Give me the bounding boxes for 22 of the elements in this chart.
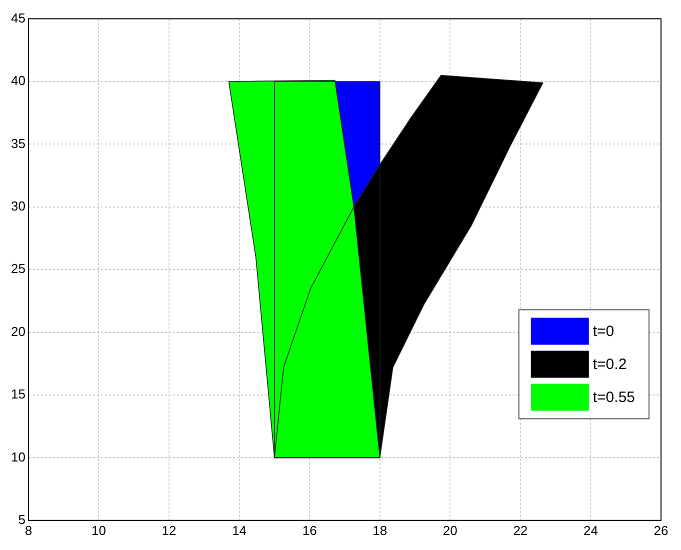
y-tick-label: 10: [10, 449, 26, 464]
y-tick-label: 35: [10, 136, 26, 151]
x-tick-label: 10: [92, 522, 106, 538]
x-tick-label: 16: [302, 522, 317, 538]
y-tick-label: 25: [10, 261, 26, 276]
y-tick-label: 30: [10, 198, 26, 214]
x-tick-label: 14: [232, 522, 247, 538]
x-tick-label: 12: [162, 522, 176, 538]
legend-label: t=0: [592, 322, 614, 340]
x-tick-label: 18: [372, 522, 388, 538]
y-tick-label: 5: [18, 512, 26, 527]
y-tick-label: 15: [10, 386, 26, 402]
y-tick-label: 45: [10, 10, 26, 26]
x-tick-label: 22: [513, 522, 528, 538]
y-tick-label: 40: [10, 73, 26, 88]
legend-label: t=0.2: [592, 356, 627, 373]
x-tick-label: 24: [583, 522, 598, 538]
x-tick-label: 20: [442, 522, 458, 538]
x-tick-label: 26: [654, 522, 668, 538]
x-tick-label: 8: [24, 522, 32, 538]
y-tick-label: 20: [10, 324, 26, 339]
legend-label: t=0.55: [592, 388, 636, 406]
